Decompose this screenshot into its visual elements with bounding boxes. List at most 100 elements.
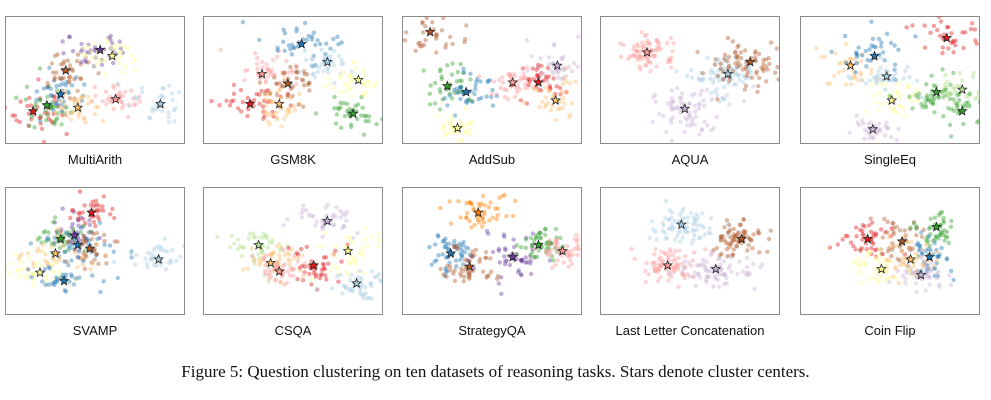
data-point (134, 252, 139, 258)
data-point (268, 90, 273, 95)
scatter-panel-singleeq (800, 16, 980, 144)
data-point (323, 84, 328, 89)
data-point (827, 245, 833, 250)
data-point (46, 230, 51, 235)
data-point (697, 102, 702, 108)
data-point (960, 30, 965, 35)
data-point (452, 113, 458, 118)
data-point (58, 272, 64, 277)
data-point (404, 30, 409, 35)
data-point (73, 276, 79, 281)
data-point (847, 57, 853, 62)
data-point (319, 272, 325, 277)
data-point (42, 110, 48, 116)
data-point (934, 275, 940, 281)
data-point (670, 100, 675, 106)
data-point (48, 104, 54, 110)
data-point (966, 104, 972, 109)
data-point (81, 257, 87, 262)
data-point (274, 115, 279, 120)
data-point (734, 233, 739, 239)
data-point (330, 86, 336, 91)
data-point (467, 252, 473, 257)
data-point (911, 264, 916, 269)
data-point (536, 62, 541, 68)
data-point (119, 106, 125, 111)
data-point (5, 105, 8, 110)
data-point (28, 103, 34, 108)
data-point (502, 87, 507, 92)
cluster-center-star-center-1 (244, 98, 256, 109)
data-point (341, 224, 347, 229)
data-point (227, 103, 233, 108)
data-point (290, 84, 296, 89)
data-point (163, 267, 169, 272)
data-point (637, 64, 642, 69)
data-point (987, 100, 991, 104)
data-point (317, 41, 323, 47)
data-point (103, 253, 108, 258)
data-point (917, 248, 922, 253)
data-point (218, 47, 223, 52)
data-point (522, 81, 528, 87)
data-point (49, 262, 54, 267)
data-point (62, 288, 67, 293)
data-point (574, 232, 579, 238)
data-point (861, 259, 866, 264)
data-point (448, 34, 453, 40)
data-point (291, 255, 297, 261)
data-point (62, 249, 68, 255)
data-point (275, 45, 280, 50)
data-point (362, 225, 368, 231)
data-point (427, 102, 433, 107)
data-point (942, 85, 947, 90)
data-point (551, 258, 556, 263)
data-point (903, 277, 908, 282)
data-point (932, 110, 937, 115)
data-point (934, 261, 939, 266)
data-point (634, 49, 639, 54)
data-point (654, 48, 660, 53)
data-point (110, 41, 115, 46)
data-point (967, 93, 972, 98)
data-point (263, 97, 268, 102)
data-point (454, 86, 459, 92)
data-point (965, 100, 971, 105)
data-point (69, 239, 74, 244)
data-point (456, 139, 461, 144)
data-point (555, 107, 560, 112)
data-point (869, 43, 874, 48)
data-point (314, 287, 319, 292)
data-point (562, 101, 567, 106)
data-point (53, 117, 59, 123)
data-point (72, 77, 77, 82)
data-point (934, 234, 939, 239)
data-point (866, 223, 872, 228)
data-point (453, 244, 458, 250)
data-point (890, 77, 895, 83)
data-point (343, 284, 348, 290)
data-point (954, 101, 959, 106)
data-point (466, 121, 472, 126)
data-point (731, 238, 736, 243)
data-point (502, 94, 508, 100)
data-point (712, 89, 717, 94)
data-point (344, 218, 349, 223)
data-point (730, 238, 735, 244)
data-point (448, 268, 453, 273)
data-point (88, 48, 93, 53)
data-point (376, 231, 381, 237)
data-point (891, 77, 897, 82)
data-point (685, 220, 690, 225)
data-point (341, 283, 346, 288)
data-point (906, 84, 912, 90)
data-point (128, 88, 134, 93)
data-point (722, 281, 727, 287)
data-point (523, 260, 528, 265)
data-point (466, 98, 472, 103)
data-point (344, 209, 349, 215)
data-point (939, 209, 945, 215)
data-point (488, 256, 493, 261)
data-point (692, 220, 697, 226)
data-point (157, 94, 163, 100)
